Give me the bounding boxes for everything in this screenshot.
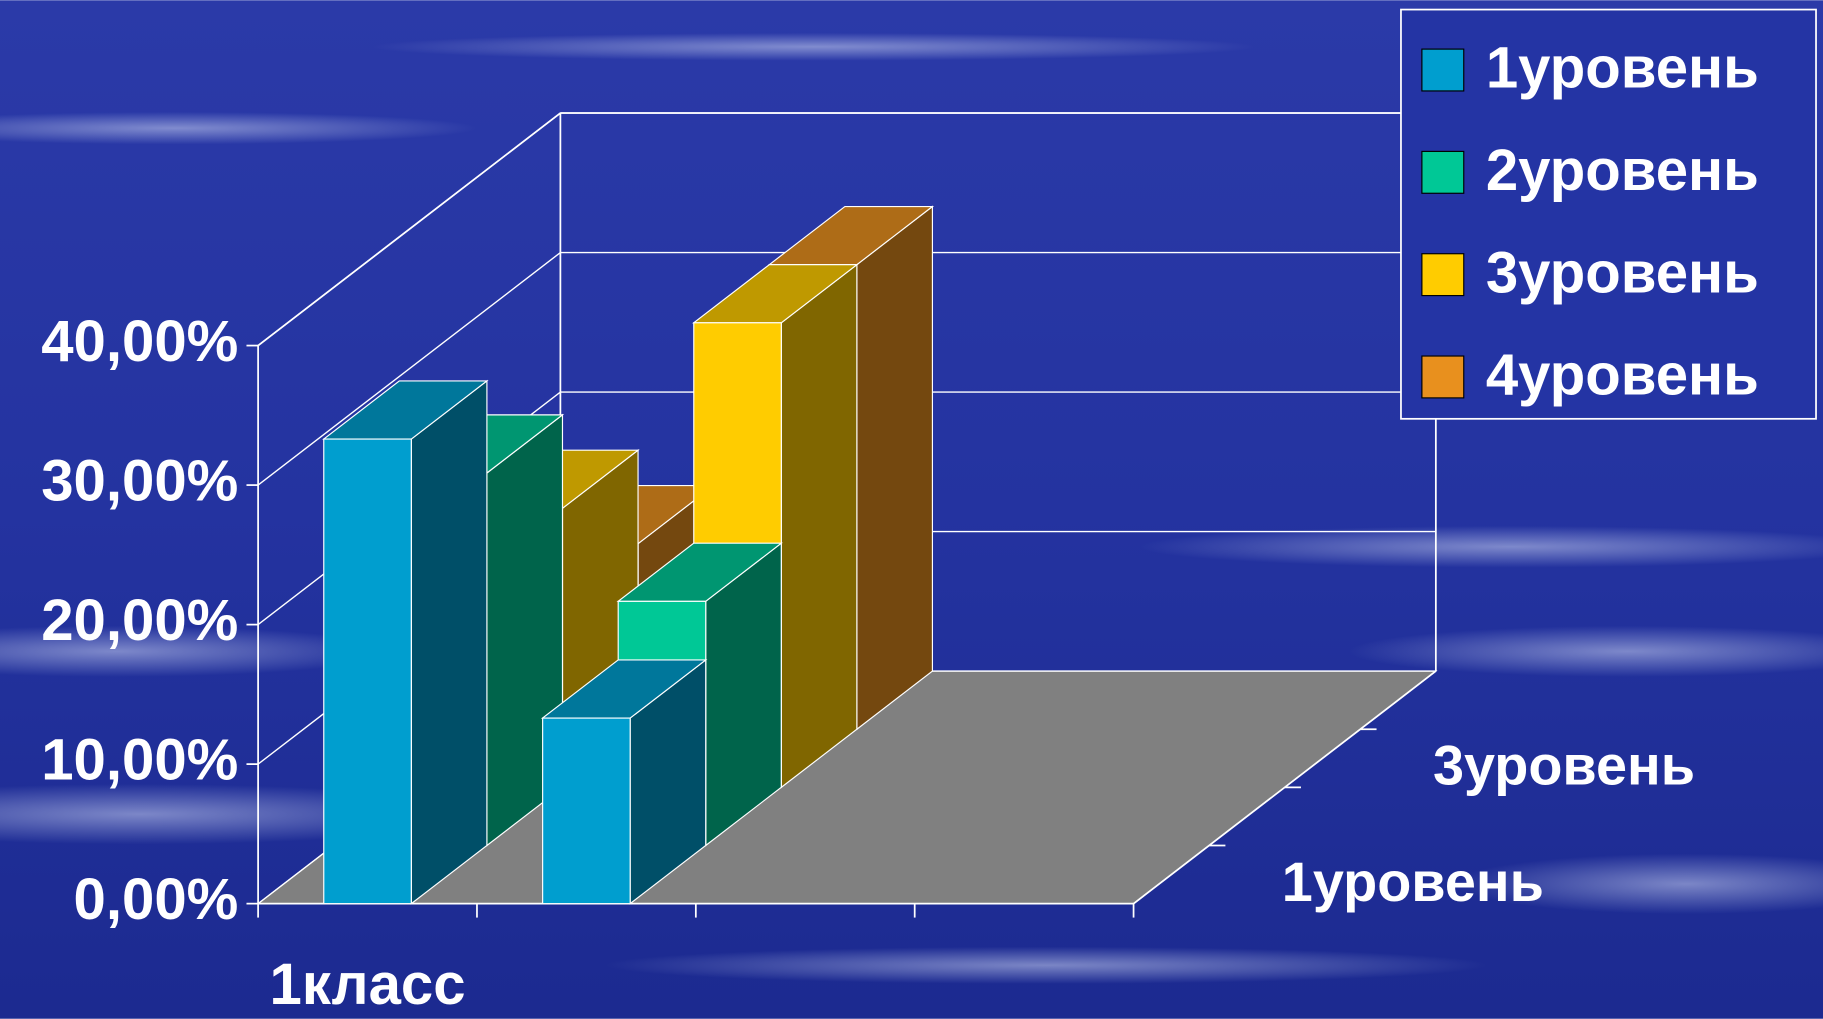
- legend-label: 2уровень: [1486, 138, 1759, 203]
- legend-items: 1уровень 2уровень 3уровень 4уровень: [1421, 36, 1759, 408]
- plot: 0,00% 10,00% 20,00% 30,00% 40,00% 1класс 1уров…: [41, 112, 1695, 1017]
- depth-label: 1уровень: [1282, 850, 1544, 913]
- grid-line: [257, 112, 1436, 347]
- clouds: [0, 32, 1823, 984]
- y-tick-label: 20,00%: [41, 588, 238, 653]
- legend-label: 4уровень: [1486, 343, 1759, 408]
- legend-label: 3уровень: [1486, 240, 1759, 305]
- bar-side: [856, 205, 934, 731]
- bar-side: [410, 379, 488, 905]
- bar-front: [323, 438, 412, 905]
- legend-swatch: [1421, 150, 1465, 194]
- legend-swatch: [1421, 355, 1465, 399]
- legend-swatch: [1421, 48, 1465, 92]
- grid-line: [257, 251, 1436, 486]
- legend-swatch: [1421, 253, 1465, 297]
- y-tick-label: 40,00%: [41, 309, 238, 374]
- y-tick-label: 10,00%: [41, 727, 238, 792]
- legend: 1уровень 2уровень 3уровень 4уровень: [1400, 8, 1817, 420]
- x-tick-label: 1класс: [270, 952, 466, 1017]
- bar-side: [780, 263, 858, 789]
- bar-front: [542, 717, 631, 905]
- depth-label: 3уровень: [1433, 734, 1695, 797]
- y-tick-label: 0,00%: [74, 867, 239, 932]
- legend-label: 1уровень: [1486, 36, 1759, 101]
- legend-box: [1400, 8, 1817, 420]
- y-tick-label: 30,00%: [41, 448, 238, 513]
